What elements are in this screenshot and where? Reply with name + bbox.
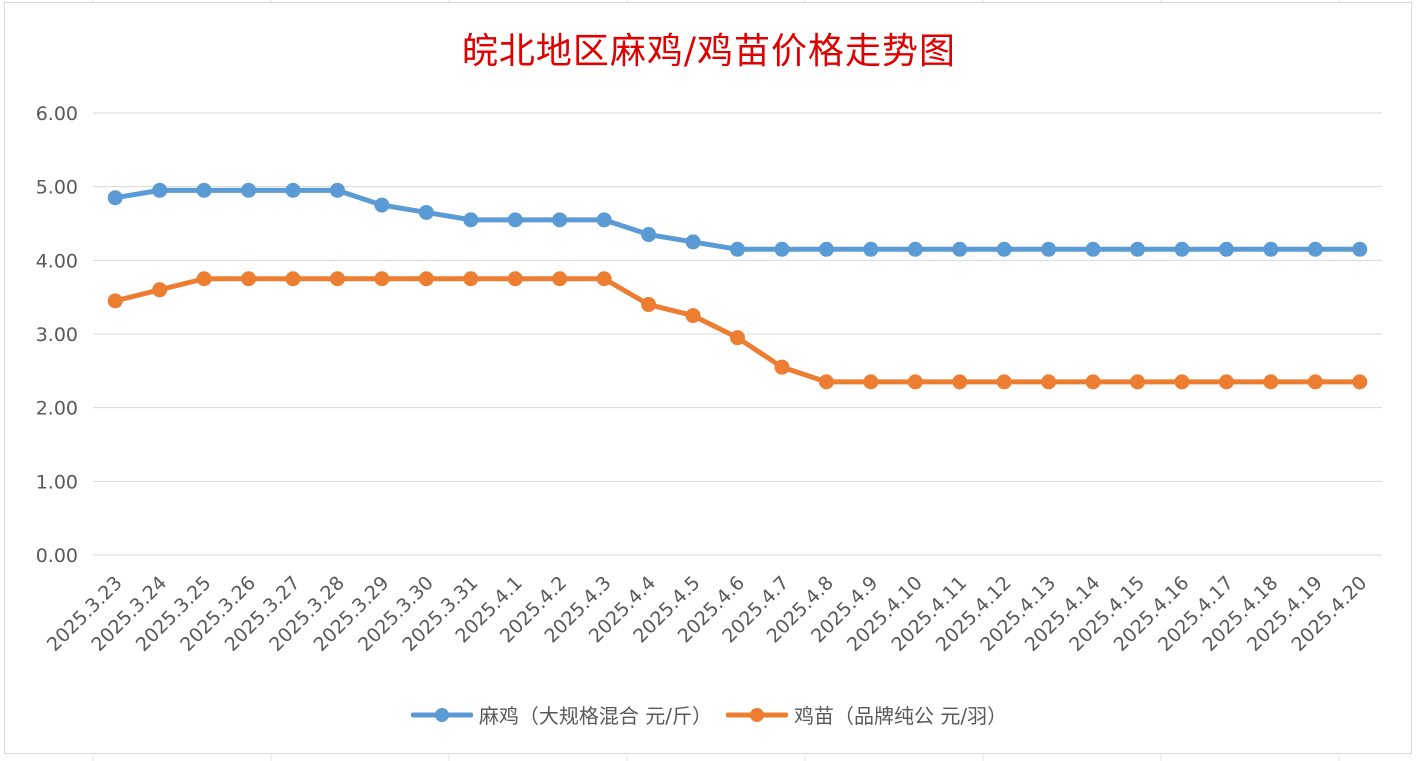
data-point-series-2 (241, 271, 257, 287)
data-point-series-2 (730, 330, 745, 346)
data-point-series-2 (1218, 374, 1234, 390)
data-point-series-1 (507, 212, 523, 228)
data-point-series-1 (107, 190, 123, 206)
data-point-series-2 (463, 271, 479, 287)
data-point-series-2 (685, 308, 701, 324)
data-point-series-2 (1352, 374, 1368, 390)
data-point-series-2 (818, 374, 834, 390)
data-point-series-1 (952, 241, 968, 257)
data-point-series-1 (730, 241, 745, 257)
legend-item-series-2: 鸡苗（品牌纯公 元/羽） (726, 700, 1007, 729)
data-point-series-1 (418, 204, 434, 220)
data-point-series-1 (1218, 241, 1234, 257)
data-point-series-1 (1352, 241, 1368, 257)
data-point-series-1 (241, 182, 257, 198)
chart-title: 皖北地区麻鸡/鸡苗价格走势图 (461, 31, 957, 72)
y-tick-label: 1.00 (36, 471, 78, 493)
data-point-series-2 (1263, 374, 1279, 390)
data-point-series-1 (1130, 241, 1146, 257)
data-point-series-1 (1085, 241, 1101, 257)
data-point-series-1 (329, 182, 345, 198)
data-point-series-2 (641, 297, 657, 313)
data-point-series-2 (1130, 374, 1146, 390)
data-point-series-1 (818, 241, 834, 257)
data-point-series-2 (596, 271, 612, 287)
data-point-series-2 (107, 293, 123, 309)
data-point-series-1 (641, 227, 657, 243)
data-point-series-1 (685, 234, 701, 250)
y-tick-label: 3.00 (36, 324, 78, 346)
data-point-series-2 (907, 374, 923, 390)
data-point-series-1 (1174, 241, 1190, 257)
data-point-series-2 (863, 374, 879, 390)
data-point-series-2 (196, 271, 212, 287)
data-point-series-1 (374, 197, 390, 213)
data-point-series-1 (285, 182, 301, 198)
legend-marker-series-1 (410, 707, 473, 722)
data-point-series-1 (996, 241, 1012, 257)
y-tick-label: 0.00 (36, 545, 78, 567)
y-tick-label: 4.00 (36, 250, 78, 272)
data-point-series-2 (285, 271, 301, 287)
data-point-series-2 (152, 282, 168, 298)
data-point-series-1 (1263, 241, 1279, 257)
data-point-series-2 (952, 374, 968, 390)
data-point-series-2 (418, 271, 434, 287)
data-point-series-2 (1041, 374, 1057, 390)
legend-label-series-2: 鸡苗（品牌纯公 元/羽） (794, 704, 1008, 728)
y-tick-label: 6.00 (36, 103, 78, 125)
data-point-series-1 (1041, 241, 1057, 257)
data-point-series-2 (774, 359, 790, 375)
data-point-series-1 (774, 241, 790, 257)
data-point-series-2 (552, 271, 568, 287)
data-point-series-1 (863, 241, 879, 257)
data-point-series-2 (1085, 374, 1101, 390)
series-line-1 (112, 187, 1363, 252)
data-point-series-2 (1174, 374, 1190, 390)
legend-item-series-1: 麻鸡（大规格混合 元/斤） (410, 700, 712, 729)
data-point-series-2 (1307, 374, 1323, 390)
data-point-series-1 (907, 241, 923, 257)
data-point-series-1 (152, 182, 168, 198)
data-point-series-1 (596, 212, 612, 228)
data-point-series-1 (1307, 241, 1323, 257)
y-tick-label: 2.00 (36, 398, 78, 420)
data-point-series-1 (552, 212, 568, 228)
chart-legend: 麻鸡（大规格混合 元/斤） 鸡苗（品牌纯公 元/羽） (0, 700, 1418, 729)
data-point-series-1 (463, 212, 479, 228)
data-point-series-2 (507, 271, 523, 287)
y-tick-label: 5.00 (36, 177, 78, 199)
data-point-series-2 (329, 271, 345, 287)
legend-marker-series-2 (726, 707, 788, 722)
legend-label-series-1: 麻鸡（大规格混合 元/斤） (478, 704, 712, 728)
data-point-series-2 (374, 271, 390, 287)
data-point-series-2 (996, 374, 1012, 390)
data-point-series-1 (196, 182, 212, 198)
